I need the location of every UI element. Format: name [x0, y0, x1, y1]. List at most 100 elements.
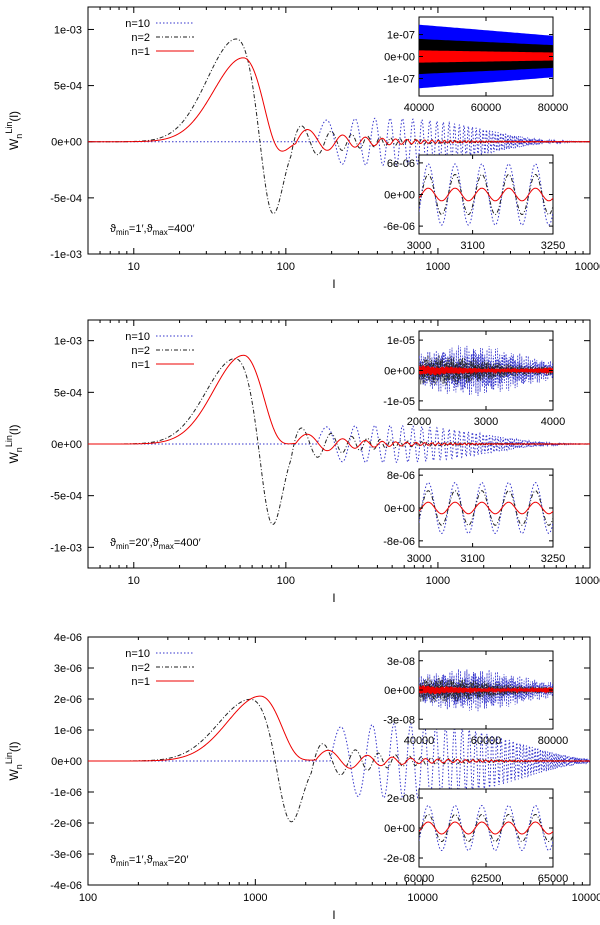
inset-wave-series — [419, 163, 553, 226]
annotation-part: min — [116, 859, 129, 868]
y-axis-label-main: W — [7, 452, 21, 464]
y-tick-label: 0e+00 — [51, 439, 82, 451]
y-tick-label: 5e-04 — [54, 81, 82, 93]
x-tick-label: 100 — [79, 892, 97, 904]
inset-y-tick-label: 0e+00 — [384, 366, 415, 378]
annotation-part: max — [159, 542, 174, 551]
y-tick-label: 0e+00 — [51, 756, 82, 768]
y-tick-label: 1e-06 — [54, 725, 82, 737]
inset-y-tick-label: -2e-08 — [383, 853, 415, 865]
series-line-n10 — [88, 117, 590, 166]
inset-x-tick-label: 3000 — [407, 240, 431, 252]
y-axis-label-sup: Lin — [4, 122, 14, 134]
x-tick-label: 1000 — [426, 261, 450, 273]
plot-area — [88, 695, 590, 823]
y-axis-label: WnLin(l) — [4, 424, 24, 463]
inset-lower: 3000 3100 3250 -6e-06 0e+00 6e-06 — [383, 154, 565, 252]
inset-wave-series — [419, 814, 553, 842]
y-tick-label: 1e-03 — [54, 24, 82, 36]
plot-frame — [87, 6, 591, 255]
inset-frame — [418, 468, 554, 548]
y-axis-label-sub: n — [14, 764, 24, 769]
inset-y-tick-label: 3e-08 — [387, 656, 415, 668]
annotation-part: ϑ — [110, 223, 116, 235]
legend-label: n=10 — [125, 648, 150, 660]
inset-y-tick-label: 6e-06 — [387, 158, 415, 170]
inset-wave-series — [419, 821, 553, 835]
inset-x-tick-label: 60000 — [471, 735, 502, 747]
inset-upper: 40000 60000 80000 -1e-07 0e+00 1e-07 — [383, 16, 569, 114]
inset-x-tick-label: 3250 — [541, 240, 565, 252]
series-line-n1 — [88, 57, 590, 152]
y-tick-label: 4e-06 — [54, 632, 82, 644]
inset-plot-area — [419, 345, 553, 397]
inset-x-tick-label: 3000 — [474, 416, 498, 428]
inset-x-tick-label: 80000 — [538, 102, 569, 114]
y-tick-label: -5e-04 — [50, 491, 82, 503]
y-axis-label-sub: n — [14, 134, 24, 139]
inset-x-tick-label: 60000 — [404, 873, 435, 885]
legend-label: n=10 — [125, 18, 150, 30]
legend-label: n=2 — [131, 32, 150, 44]
y-axis-label-tail: (l) — [7, 741, 21, 752]
y-axis-label: WnLin(l) — [4, 111, 24, 150]
inset-x-tick-label: 65000 — [538, 873, 569, 885]
inset-noisy-series — [419, 365, 553, 376]
x-tick-label: 1000 — [426, 575, 450, 587]
y-tick-label: 2e-06 — [54, 694, 82, 706]
inset-y-tick-label: 0e+00 — [384, 503, 415, 515]
y-tick-label: -2e-06 — [50, 818, 82, 830]
inset-x-tick-label: 60000 — [471, 102, 502, 114]
inset-x-tick-label: 3000 — [407, 553, 431, 565]
y-tick-label: -5e-04 — [50, 193, 82, 205]
x-tick-label: 100000 — [572, 892, 600, 904]
y-tick-label: 1e-03 — [54, 336, 82, 348]
y-axis-label-sup: Lin — [4, 435, 14, 447]
inset-upper: 2000 3000 4000 -1e-05 0e+00 1e-05 — [383, 330, 565, 428]
legend-label: n=2 — [131, 662, 150, 674]
inset-x-tick-label: 40000 — [404, 735, 435, 747]
annotation-part: max — [153, 228, 168, 237]
inset-y-tick-label: 1e-07 — [387, 30, 415, 42]
y-axis-label-sub: n — [14, 447, 24, 452]
x-axis-label: l — [333, 591, 336, 605]
inset-x-tick-label: 80000 — [538, 735, 569, 747]
y-tick-label: 3e-06 — [54, 663, 82, 675]
inset-frame — [418, 788, 554, 868]
y-tick-label: -1e-06 — [50, 787, 82, 799]
legend-label: n=10 — [125, 331, 150, 343]
inset-x-tick-label: 3100 — [460, 553, 484, 565]
inset-lower: 60000 62500 65000 -2e-08 0e+00 2e-08 — [383, 788, 569, 885]
annotation: ϑmin=1′,ϑmax=400′ — [110, 223, 195, 237]
inset-y-tick-label: 1e-05 — [387, 335, 415, 347]
annotation-part: max — [153, 859, 168, 868]
series-line-n1 — [88, 354, 590, 452]
y-tick-label: -3e-06 — [50, 849, 82, 861]
inset-x-tick-label: 40000 — [404, 102, 435, 114]
inset-y-tick-label: 0e+00 — [384, 685, 415, 697]
annotation-part: min — [116, 228, 129, 237]
series-line-n10 — [88, 424, 590, 464]
series-line-n2 — [88, 698, 590, 823]
inset-x-tick-label: 3100 — [460, 240, 484, 252]
x-axis-label: l — [333, 277, 336, 291]
inset-x-tick-label: 3250 — [541, 553, 565, 565]
legend-label: n=1 — [131, 676, 150, 688]
x-tick-label: 10000 — [407, 892, 438, 904]
inset-y-tick-label: 0e+00 — [384, 190, 415, 202]
annotation: ϑmin=1′,ϑmax=20′ — [110, 854, 188, 868]
annotation-part: =20′ — [168, 854, 189, 866]
x-tick-label: 10000 — [575, 261, 600, 273]
annotation-part: =400′ — [168, 223, 195, 235]
y-tick-label: 5e-04 — [54, 387, 82, 399]
annotation-part: ϑ — [110, 537, 116, 549]
inset-y-tick-label: -8e-06 — [383, 536, 415, 548]
inset-y-tick-label: -1e-07 — [383, 73, 415, 85]
panel-3: 100 1000 10000 100000 -4e-06 -3e-06 -2e-06 -1e-… — [4, 632, 600, 922]
y-tick-label: 0e+00 — [51, 137, 82, 149]
inset-noisy-series — [419, 685, 553, 695]
y-axis-label-tail: (l) — [7, 111, 21, 122]
annotation-part: =400′ — [174, 537, 201, 549]
y-tick-label: -1e-03 — [50, 249, 82, 261]
